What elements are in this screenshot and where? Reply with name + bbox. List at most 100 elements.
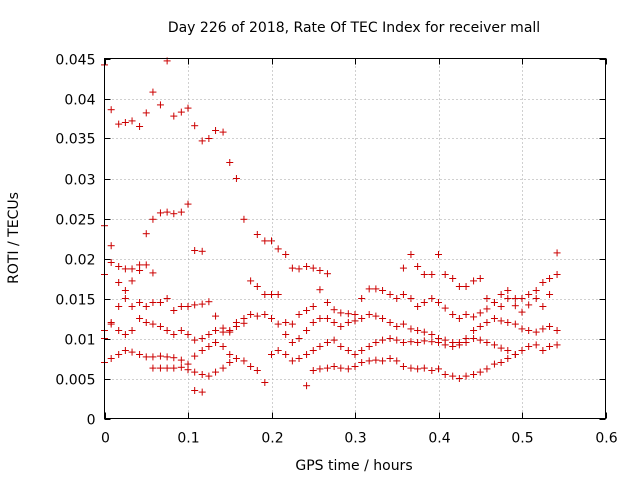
data-point	[511, 320, 519, 328]
data-point	[107, 319, 115, 326]
data-point	[198, 137, 206, 145]
data-point	[532, 287, 540, 294]
data-point	[295, 355, 303, 362]
data-point	[337, 323, 345, 330]
data-point	[212, 339, 220, 346]
data-point	[136, 315, 144, 322]
data-point	[462, 311, 470, 318]
data-point	[184, 366, 192, 374]
data-point	[553, 249, 561, 257]
data-point	[191, 368, 199, 376]
data-point	[435, 365, 442, 373]
data-point	[121, 119, 129, 126]
data-point	[532, 295, 540, 302]
data-point	[163, 208, 171, 216]
data-point	[107, 106, 115, 114]
data-point	[232, 319, 240, 326]
data-point	[121, 287, 129, 294]
data-point	[546, 275, 554, 282]
data-point	[455, 375, 463, 382]
data-point	[455, 315, 463, 322]
data-point	[330, 319, 338, 326]
data-point	[212, 368, 220, 376]
x-tick-label: 0.3	[344, 431, 366, 447]
x-tick-label: 0.1	[177, 431, 199, 447]
data-point	[156, 352, 164, 360]
data-point	[219, 128, 227, 136]
data-point	[309, 347, 317, 354]
data-point	[414, 263, 422, 270]
data-point	[253, 367, 261, 374]
data-point	[323, 339, 331, 346]
data-point	[518, 325, 526, 333]
data-point	[351, 363, 359, 370]
data-point	[115, 120, 123, 128]
data-point	[295, 311, 303, 318]
y-tick-label: 0.01	[64, 333, 95, 349]
data-point	[525, 301, 533, 309]
data-point	[435, 251, 442, 258]
data-point	[428, 295, 436, 302]
data-point	[553, 271, 561, 278]
data-point	[532, 341, 540, 349]
data-point	[107, 259, 115, 266]
data-point	[205, 331, 213, 338]
data-point	[351, 351, 359, 358]
data-point	[407, 325, 415, 333]
data-point	[170, 307, 178, 314]
data-point	[212, 327, 220, 334]
data-point	[303, 263, 311, 270]
data-point	[136, 299, 144, 306]
data-point	[121, 265, 129, 273]
data-point	[128, 277, 136, 285]
data-point	[232, 355, 240, 362]
data-point	[149, 364, 157, 372]
data-point	[379, 315, 387, 322]
data-point	[149, 88, 157, 96]
data-point	[504, 287, 512, 294]
y-tick-label: 0.005	[55, 373, 95, 389]
data-point	[399, 363, 407, 370]
data-point	[170, 331, 178, 338]
data-point	[497, 317, 505, 325]
data-point	[184, 303, 192, 310]
data-point	[232, 175, 240, 182]
data-point	[156, 299, 164, 306]
data-point	[420, 337, 428, 345]
data-point	[149, 299, 157, 306]
x-tick-label: 0.4	[428, 431, 450, 447]
data-point	[462, 339, 470, 346]
data-point	[330, 306, 338, 314]
grid-lines	[104, 58, 606, 419]
data-point	[518, 308, 526, 316]
data-point	[316, 343, 324, 350]
data-point	[191, 247, 199, 254]
data-point	[177, 356, 185, 364]
data-point	[149, 269, 157, 277]
data-point	[546, 343, 554, 350]
data-point	[303, 327, 311, 334]
data-point	[435, 299, 442, 306]
data-point	[441, 341, 449, 349]
data-point	[497, 303, 505, 310]
data-point	[282, 319, 290, 326]
data-point	[386, 291, 394, 298]
y-axis-label: ROTI / TECUs	[6, 192, 22, 284]
data-point	[372, 285, 380, 293]
data-point	[497, 359, 505, 366]
data-point	[274, 291, 282, 298]
data-point	[198, 371, 206, 378]
data-point	[261, 237, 269, 245]
data-point	[407, 251, 415, 258]
data-point	[511, 295, 519, 302]
data-point	[358, 359, 366, 366]
data-point	[191, 301, 199, 309]
data-point	[490, 299, 498, 306]
data-point	[393, 295, 401, 302]
y-tick-label: 0.015	[55, 293, 95, 309]
data-point	[191, 336, 199, 344]
data-point	[288, 357, 296, 365]
data-point	[303, 307, 311, 314]
data-point	[511, 302, 519, 310]
data-point	[379, 287, 387, 294]
